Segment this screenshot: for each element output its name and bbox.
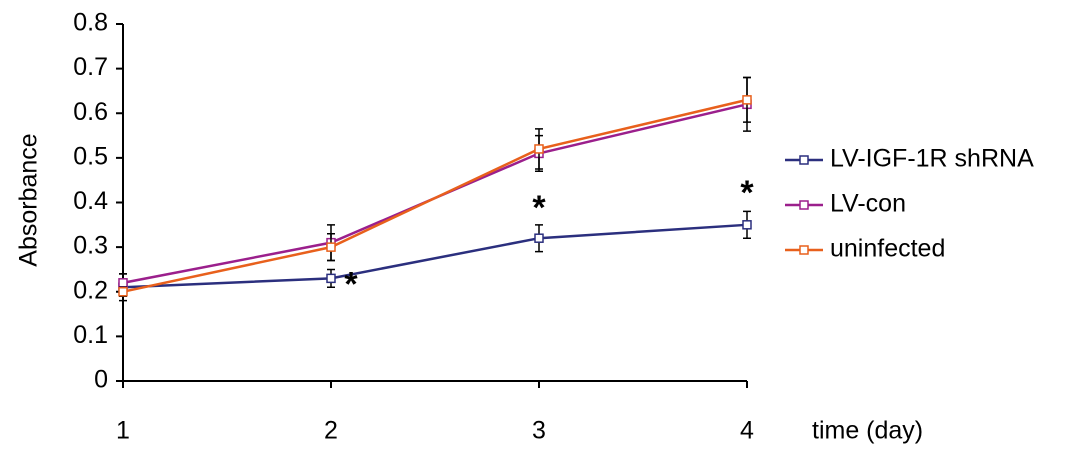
x-tick-label: 2 (324, 417, 338, 445)
x-tick-label: 1 (116, 417, 130, 445)
y-tick-label: 0.1 (73, 321, 108, 349)
y-tick-label: 0.5 (73, 142, 108, 170)
marker (326, 273, 336, 284)
legend-marker (799, 245, 809, 255)
y-tick-label: 0.3 (73, 232, 108, 260)
y-tick-label: 0 (94, 366, 108, 394)
series-line (122, 223, 748, 289)
x-tick-label: 3 (532, 417, 546, 445)
x-tick-label: 4 (740, 417, 754, 445)
marker (118, 287, 128, 297)
annotation: * (344, 265, 358, 303)
y-tick-label: 0.7 (73, 53, 108, 81)
marker (326, 242, 336, 252)
y-tick-label: 0.4 (73, 187, 108, 215)
marker (118, 278, 128, 288)
series-line (122, 98, 748, 293)
legend-marker (799, 200, 809, 210)
legend-label: LV-IGF-1R shRNA (830, 145, 1034, 173)
marker (534, 233, 544, 243)
annotation: * (532, 189, 546, 227)
annotation: * (740, 174, 754, 212)
marker (534, 144, 544, 154)
legend-label: uninfected (830, 235, 945, 263)
legend-marker (799, 155, 809, 165)
series-line (122, 103, 748, 285)
y-tick-label: 0.8 (73, 9, 108, 37)
x-axis-label: time (day) (812, 417, 923, 445)
y-tick-label: 0.6 (73, 98, 108, 126)
legend-label: LV-con (830, 190, 906, 218)
y-axis-label: Absorbance (15, 133, 43, 266)
y-tick-label: 0.2 (73, 276, 108, 304)
marker (742, 95, 752, 105)
marker (742, 220, 752, 230)
